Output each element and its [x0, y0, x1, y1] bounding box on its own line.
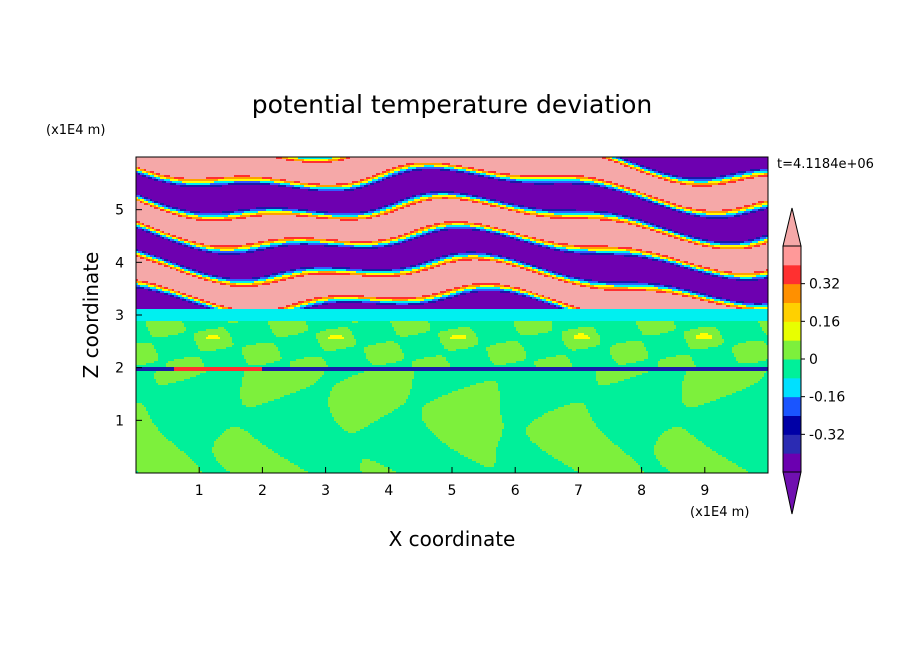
chart-title: potential temperature deviation [252, 90, 652, 119]
colorbar-over-arrow [782, 207, 802, 247]
x-tick-label: 9 [700, 483, 709, 499]
colorbar-band [783, 246, 801, 266]
colorbar-tick-label: -0.16 [809, 390, 845, 406]
x-axis: 1 2 3 4 5 6 7 8 9 [195, 467, 709, 499]
x-unit-label: (x1E4 m) [690, 505, 749, 520]
colorbar-band [783, 453, 801, 473]
x-tick-label: 2 [258, 483, 267, 499]
time-label: t=4.1184e+06 [777, 157, 874, 172]
y-tick-label: 4 [115, 255, 124, 271]
x-tick-label: 5 [448, 483, 457, 499]
y-axis: 1 2 3 4 5 [115, 203, 142, 429]
x-tick-label: 3 [321, 483, 330, 499]
colorbar-band [783, 302, 801, 322]
x-axis-title: X coordinate [389, 527, 516, 551]
x-tick-label: 8 [637, 483, 646, 499]
colorbar-band [783, 264, 801, 285]
colorbar-band [783, 377, 801, 398]
colorbar-tick-label: -0.32 [809, 427, 845, 443]
y-tick-label: 3 [115, 308, 124, 324]
colorbar-band [783, 434, 801, 454]
colorbar-under-arrow [782, 471, 802, 515]
x-tick-label: 6 [511, 483, 520, 499]
y-tick-label: 2 [115, 361, 124, 377]
x-tick-label: 7 [574, 483, 583, 499]
colorbar-band [783, 283, 801, 303]
colorbar-band [783, 415, 801, 435]
colorbar-band [783, 340, 801, 360]
y-tick-label: 5 [115, 203, 124, 219]
y-tick-label: 1 [115, 413, 124, 429]
colorbar-tick-label: 0.16 [809, 314, 840, 330]
colorbar-band [783, 396, 801, 416]
colorbar: -0.32 -0.16 0 0.16 0.32 [782, 207, 845, 515]
colorbar-tick-label: 0 [809, 352, 818, 368]
x-tick-label: 1 [195, 483, 204, 499]
contour-field [136, 157, 768, 473]
colorbar-band [783, 321, 801, 341]
y-unit-label: (x1E4 m) [46, 123, 105, 138]
x-tick-label: 4 [384, 483, 393, 499]
colorbar-band [783, 359, 801, 379]
y-axis-title: Z coordinate [79, 252, 103, 379]
colorbar-tick-label: 0.32 [809, 277, 840, 293]
